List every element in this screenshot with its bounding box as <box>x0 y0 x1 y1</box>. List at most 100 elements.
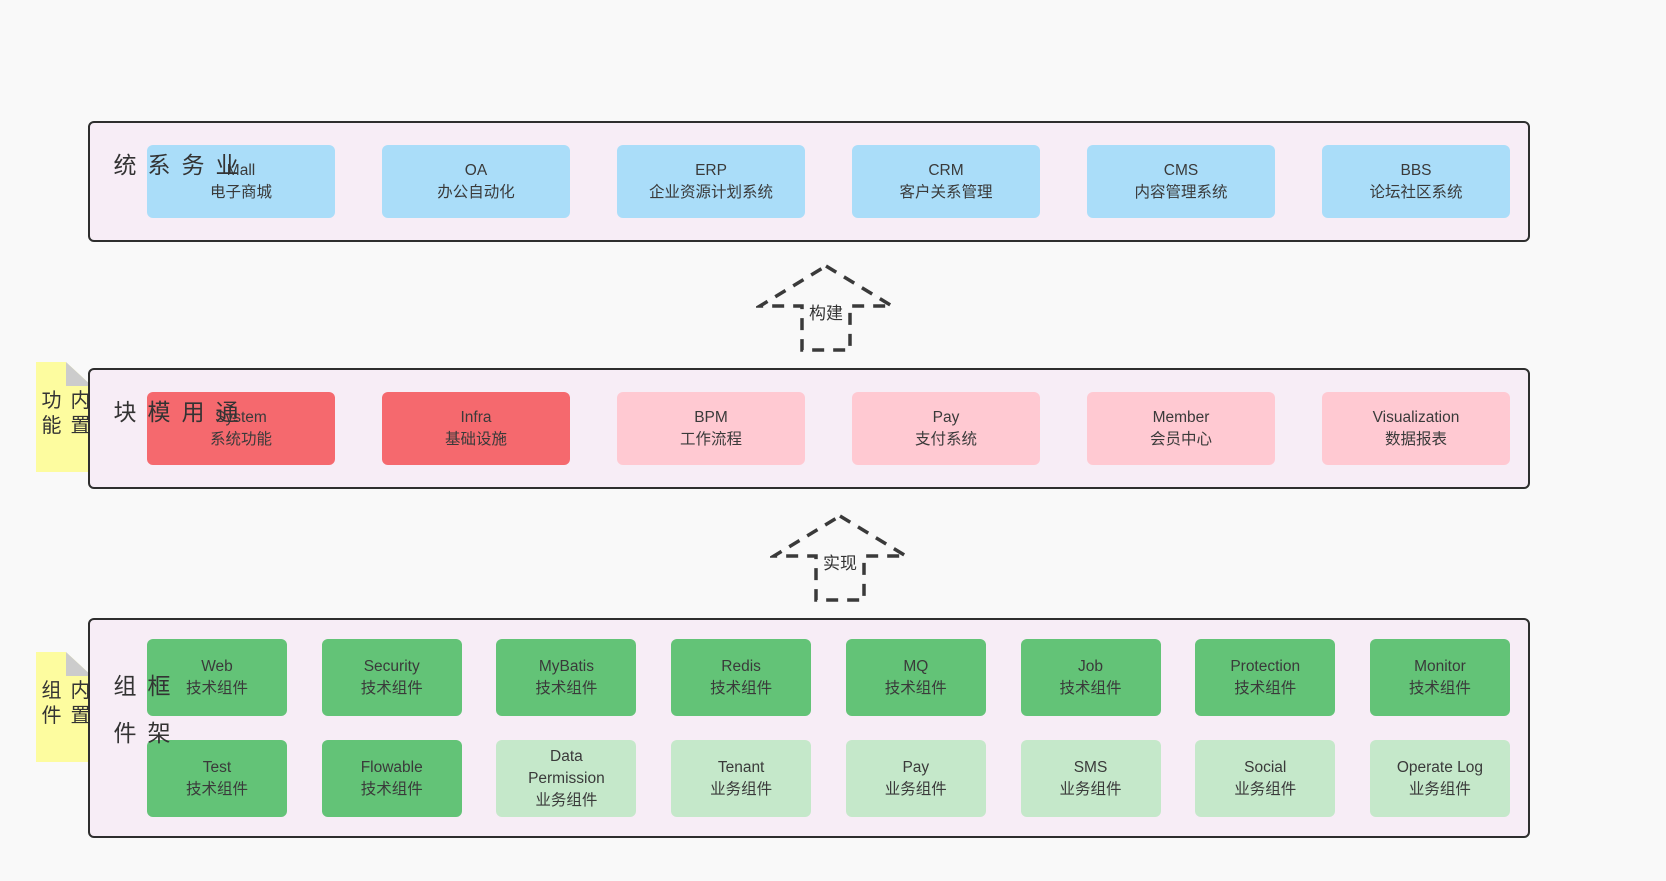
box-mybatis: MyBatis 技术组件 <box>496 639 637 716</box>
box-title: Member <box>1152 408 1210 426</box>
box-subtitle: 业务组件 <box>1234 780 1297 798</box>
layer-label: 框架组件 <box>110 674 170 768</box>
box-protection: Protection 技术组件 <box>1195 639 1336 716</box>
box-subtitle: 业务组件 <box>710 780 773 798</box>
box-flowable: Flowable 技术组件 <box>321 740 462 817</box>
box-mall: Mall 电子商城 <box>147 145 335 218</box>
dashed-up-arrow-icon <box>770 513 910 602</box>
layer-framework-components: 框架组件 Web 技术组件 Security 技术组件 MyBatis 技术组件… <box>88 618 1530 838</box>
arrow-implement: 实现 <box>770 512 910 604</box>
box-mq: MQ 技术组件 <box>845 639 986 716</box>
box-subtitle: 内容管理系统 <box>1134 183 1228 201</box>
box-tenant: Tenant 业务组件 <box>671 740 812 817</box>
box-member: Member 会员中心 <box>1087 392 1275 465</box>
layer-common-modules: 通用模块 System 系统功能 Infra 基础设施 BPM 工作流程 Pay… <box>88 368 1530 489</box>
box-title: OA <box>464 161 488 179</box>
sticky-note-built-in-components: 内置组件 <box>36 652 92 762</box>
box-row: Web 技术组件 Security 技术组件 MyBatis 技术组件 Redi… <box>147 639 1510 716</box>
box-redis: Redis 技术组件 <box>671 639 812 716</box>
box-title: ERP <box>695 161 727 179</box>
box-title: SMS <box>1073 758 1108 776</box>
box-subtitle: 电子商城 <box>209 183 272 201</box>
box-pay-system: Pay 支付系统 <box>852 392 1040 465</box>
box-subtitle: 业务组件 <box>535 791 598 809</box>
box-subtitle: 客户关系管理 <box>899 183 993 201</box>
box-title: Pay <box>902 758 930 776</box>
box-pay-component: Pay 业务组件 <box>845 740 986 817</box>
box-cms: CMS 内容管理系统 <box>1087 145 1275 218</box>
box-subtitle: 基础设施 <box>444 430 507 448</box>
box-subtitle: 技术组件 <box>1408 679 1471 697</box>
box-grid: Web 技术组件 Security 技术组件 MyBatis 技术组件 Redi… <box>90 620 1528 836</box>
box-subtitle: 系统功能 <box>209 430 272 448</box>
box-social: Social 业务组件 <box>1195 740 1336 817</box>
box-title: BPM <box>694 408 728 426</box>
box-title: CRM <box>928 161 964 179</box>
box-title: System <box>215 408 267 426</box>
box-title: Visualization <box>1372 408 1460 426</box>
arrow-label: 构建 <box>806 298 846 325</box>
box-row: System 系统功能 Infra 基础设施 BPM 工作流程 Pay 支付系统… <box>90 370 1528 487</box>
box-subtitle: 技术组件 <box>1234 679 1297 697</box>
box-infra: Infra 基础设施 <box>382 392 570 465</box>
box-subtitle: 业务组件 <box>884 780 947 798</box>
box-title: Redis <box>721 657 761 675</box>
box-subtitle: 技术组件 <box>360 780 423 798</box>
box-subtitle: 技术组件 <box>1059 679 1122 697</box>
box-subtitle: 业务组件 <box>1408 780 1471 798</box>
dashed-up-arrow-icon <box>756 263 896 352</box>
box-subtitle: 技术组件 <box>710 679 773 697</box>
box-title: Security <box>363 657 420 675</box>
box-oa: OA 办公自动化 <box>382 145 570 218</box>
sticky-label: 内置组件 <box>38 679 89 730</box>
box-subtitle: 技术组件 <box>884 679 947 697</box>
box-subtitle: 业务组件 <box>1059 780 1122 798</box>
box-sms: SMS 业务组件 <box>1020 740 1161 817</box>
arrow-label: 实现 <box>820 548 860 575</box>
box-title: Job <box>1078 657 1104 675</box>
box-subtitle: 论坛社区系统 <box>1369 183 1463 201</box>
box-title: MyBatis <box>538 657 594 675</box>
box-monitor: Monitor 技术组件 <box>1369 639 1510 716</box>
box-title: Test <box>202 758 232 776</box>
box-subtitle: 技术组件 <box>185 679 248 697</box>
layer-business-systems: 业务系统 Mall 电子商城 OA 办公自动化 ERP 企业资源计划系统 CRM… <box>88 121 1530 242</box>
box-erp: ERP 企业资源计划系统 <box>617 145 805 218</box>
box-title: Flowable <box>360 758 423 776</box>
box-title: Protection <box>1230 657 1301 675</box>
box-row: Test 技术组件 Flowable 技术组件 Data Permission … <box>147 740 1510 817</box>
box-web: Web 技术组件 <box>147 639 287 716</box>
box-bbs: BBS 论坛社区系统 <box>1322 145 1510 218</box>
box-subtitle: 支付系统 <box>914 430 977 448</box>
box-title: Data Permission <box>528 747 605 787</box>
box-operate-log: Operate Log 业务组件 <box>1369 740 1510 817</box>
layer-label: 业务系统 <box>110 152 238 183</box>
box-test: Test 技术组件 <box>147 740 287 817</box>
sticky-note-built-in-features: 内置功能 <box>36 362 92 472</box>
box-title: Tenant <box>717 758 765 776</box>
box-subtitle: 数据报表 <box>1384 430 1447 448</box>
box-title: BBS <box>1400 161 1432 179</box>
box-title: Mall <box>226 161 256 179</box>
box-security: Security 技术组件 <box>321 639 462 716</box>
box-title: Infra <box>460 408 492 426</box>
box-subtitle: 办公自动化 <box>437 183 515 201</box>
layer-label: 通用模块 <box>110 399 238 430</box>
box-data-permission: Data Permission 业务组件 <box>496 740 637 817</box>
box-title: Monitor <box>1414 657 1466 675</box>
box-subtitle: 技术组件 <box>360 679 423 697</box>
box-job: Job 技术组件 <box>1020 639 1161 716</box>
box-title: Social <box>1244 758 1287 776</box>
box-title: CMS <box>1163 161 1199 179</box>
box-bpm: BPM 工作流程 <box>617 392 805 465</box>
box-title: MQ <box>903 657 929 675</box>
box-title: Web <box>201 657 233 675</box>
box-subtitle: 会员中心 <box>1149 430 1212 448</box>
box-subtitle: 工作流程 <box>679 430 742 448</box>
box-visualization: Visualization 数据报表 <box>1322 392 1510 465</box>
box-system: System 系统功能 <box>147 392 335 465</box>
box-row: Mall 电子商城 OA 办公自动化 ERP 企业资源计划系统 CRM 客户关系… <box>90 123 1528 240</box>
box-subtitle: 企业资源计划系统 <box>648 183 773 201</box>
box-subtitle: 技术组件 <box>535 679 598 697</box>
